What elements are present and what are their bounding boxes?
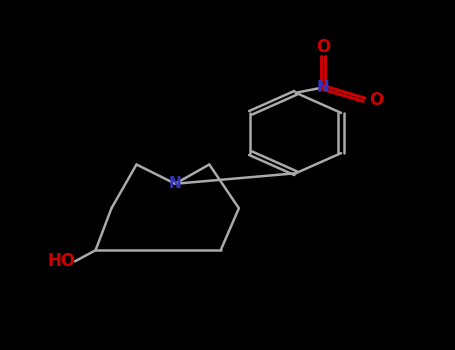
Text: N: N [169,176,182,191]
Text: N: N [317,80,329,95]
Text: O: O [369,91,384,109]
Text: O: O [316,37,330,56]
Text: HO: HO [47,252,76,270]
